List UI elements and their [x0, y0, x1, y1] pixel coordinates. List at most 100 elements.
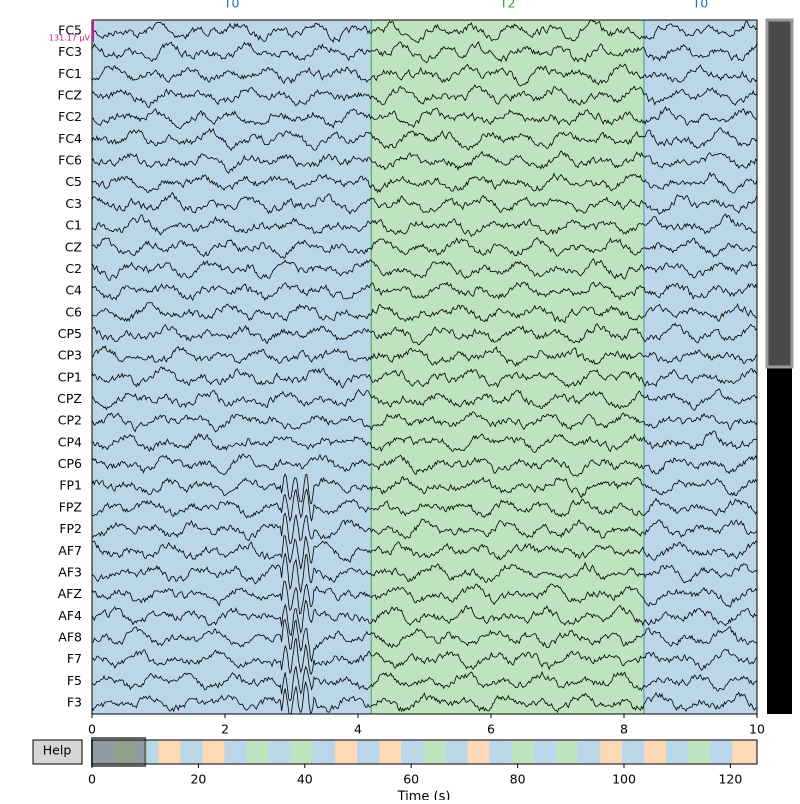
overview-tick-label: 40 [297, 772, 313, 787]
eeg-trace [92, 535, 757, 570]
channel-label: AF8 [58, 629, 82, 644]
eeg-trace [92, 488, 757, 523]
channel-label: FP2 [59, 521, 82, 536]
annotation-label: T0 [692, 0, 709, 11]
overview-annotation [92, 740, 115, 764]
channel-label: CP4 [58, 434, 82, 449]
overview-tick-label: 60 [403, 772, 419, 787]
eeg-trace [92, 281, 757, 302]
x-axis-label: Time (s) [397, 790, 451, 801]
overview-annotation [644, 740, 667, 764]
overview-annotation [246, 740, 269, 764]
eeg-trace [92, 63, 757, 87]
channel-label: CPZ [57, 391, 82, 406]
x-tick-label: 8 [620, 722, 628, 737]
eeg-trace [92, 637, 757, 675]
channel-label: CP1 [58, 369, 82, 384]
eeg-trace [92, 84, 757, 108]
overview-annotation [335, 740, 357, 764]
channel-label: F7 [67, 651, 82, 666]
overview-annotation [268, 740, 291, 764]
overview-tick-label: 0 [88, 772, 96, 787]
overview-tick-label: 20 [190, 772, 206, 787]
overview-tick-label: 80 [510, 772, 526, 787]
channel-label: AF3 [58, 564, 82, 579]
overview-annotation [224, 740, 247, 764]
eeg-trace [92, 20, 757, 44]
overview-annotation [710, 740, 733, 764]
eeg-trace [92, 127, 757, 152]
eeg-trace [92, 411, 757, 433]
channel-label: C1 [65, 218, 82, 233]
eeg-trace [92, 430, 757, 454]
eeg-trace [92, 345, 757, 367]
channel-label: F3 [67, 695, 82, 710]
channel-label: C3 [65, 196, 82, 211]
overview-annotation [467, 740, 490, 764]
eeg-trace [92, 322, 757, 346]
annotation-label: T0 [223, 0, 240, 11]
overview-annotation [423, 740, 446, 764]
overview-frame [91, 739, 758, 765]
channel-label: FC5 [58, 23, 82, 38]
eeg-trace [92, 171, 757, 194]
overview-annotation [732, 740, 757, 764]
channel-label: C6 [65, 304, 82, 319]
channel-label: FC2 [58, 109, 82, 124]
eeg-trace [92, 619, 757, 662]
channel-label: C4 [65, 283, 82, 298]
channel-label: FC6 [58, 153, 82, 168]
overview-annotation [114, 740, 137, 764]
channel-label: CP6 [58, 456, 82, 471]
channel-label: AF7 [58, 543, 82, 558]
annotation-label: T2 [499, 0, 516, 11]
channel-label: FC1 [58, 66, 82, 81]
overview-annotation [445, 740, 468, 764]
eeg-trace [92, 680, 757, 714]
eeg-trace [92, 236, 757, 259]
annotation-span [92, 20, 372, 714]
eeg-trace [92, 150, 757, 174]
overview-annotation [356, 740, 380, 764]
channel-label: FCZ [58, 88, 82, 103]
eeg-trace [92, 258, 757, 281]
overview-viewport [91, 737, 147, 767]
eeg-trace [92, 191, 757, 215]
overview-annotation [312, 740, 336, 764]
eeg-trace [92, 105, 757, 130]
overview-annotation [621, 740, 645, 764]
overview-annotation [489, 740, 512, 764]
x-tick-label: 2 [221, 722, 229, 737]
channel-label: CZ [65, 239, 82, 254]
eeg-trace [92, 599, 757, 637]
annotation-span [643, 20, 757, 714]
eeg-trace [92, 302, 757, 324]
eeg-trace [92, 580, 757, 615]
overview-annotation [379, 740, 402, 764]
overview-annotation [533, 740, 556, 764]
channel-label: C2 [65, 261, 82, 276]
scale-label: 131.17 µV [49, 34, 91, 43]
overview-annotation [577, 740, 601, 764]
channel-label: AFZ [58, 586, 82, 601]
channel-label: CP3 [58, 348, 82, 363]
channel-label: C5 [65, 174, 82, 189]
eeg-trace [92, 453, 757, 477]
x-tick-label: 6 [487, 722, 495, 737]
x-tick-label: 10 [749, 722, 765, 737]
help-button[interactable]: Help [32, 739, 83, 765]
overview-annotation [290, 740, 313, 764]
main-axes [92, 20, 757, 714]
channel-label: F5 [67, 673, 82, 688]
scrollbar-thumb[interactable] [765, 18, 794, 369]
channel-label: FP1 [59, 478, 82, 493]
x-tick-label: 4 [354, 722, 362, 737]
overview-annotation [666, 740, 689, 764]
x-tick-label: 0 [88, 722, 96, 737]
main-frame [91, 19, 758, 715]
overview-annotation [401, 740, 424, 764]
channel-label: AF4 [58, 608, 82, 623]
channel-label: FC4 [58, 131, 82, 146]
help-label[interactable]: Help [43, 743, 72, 758]
